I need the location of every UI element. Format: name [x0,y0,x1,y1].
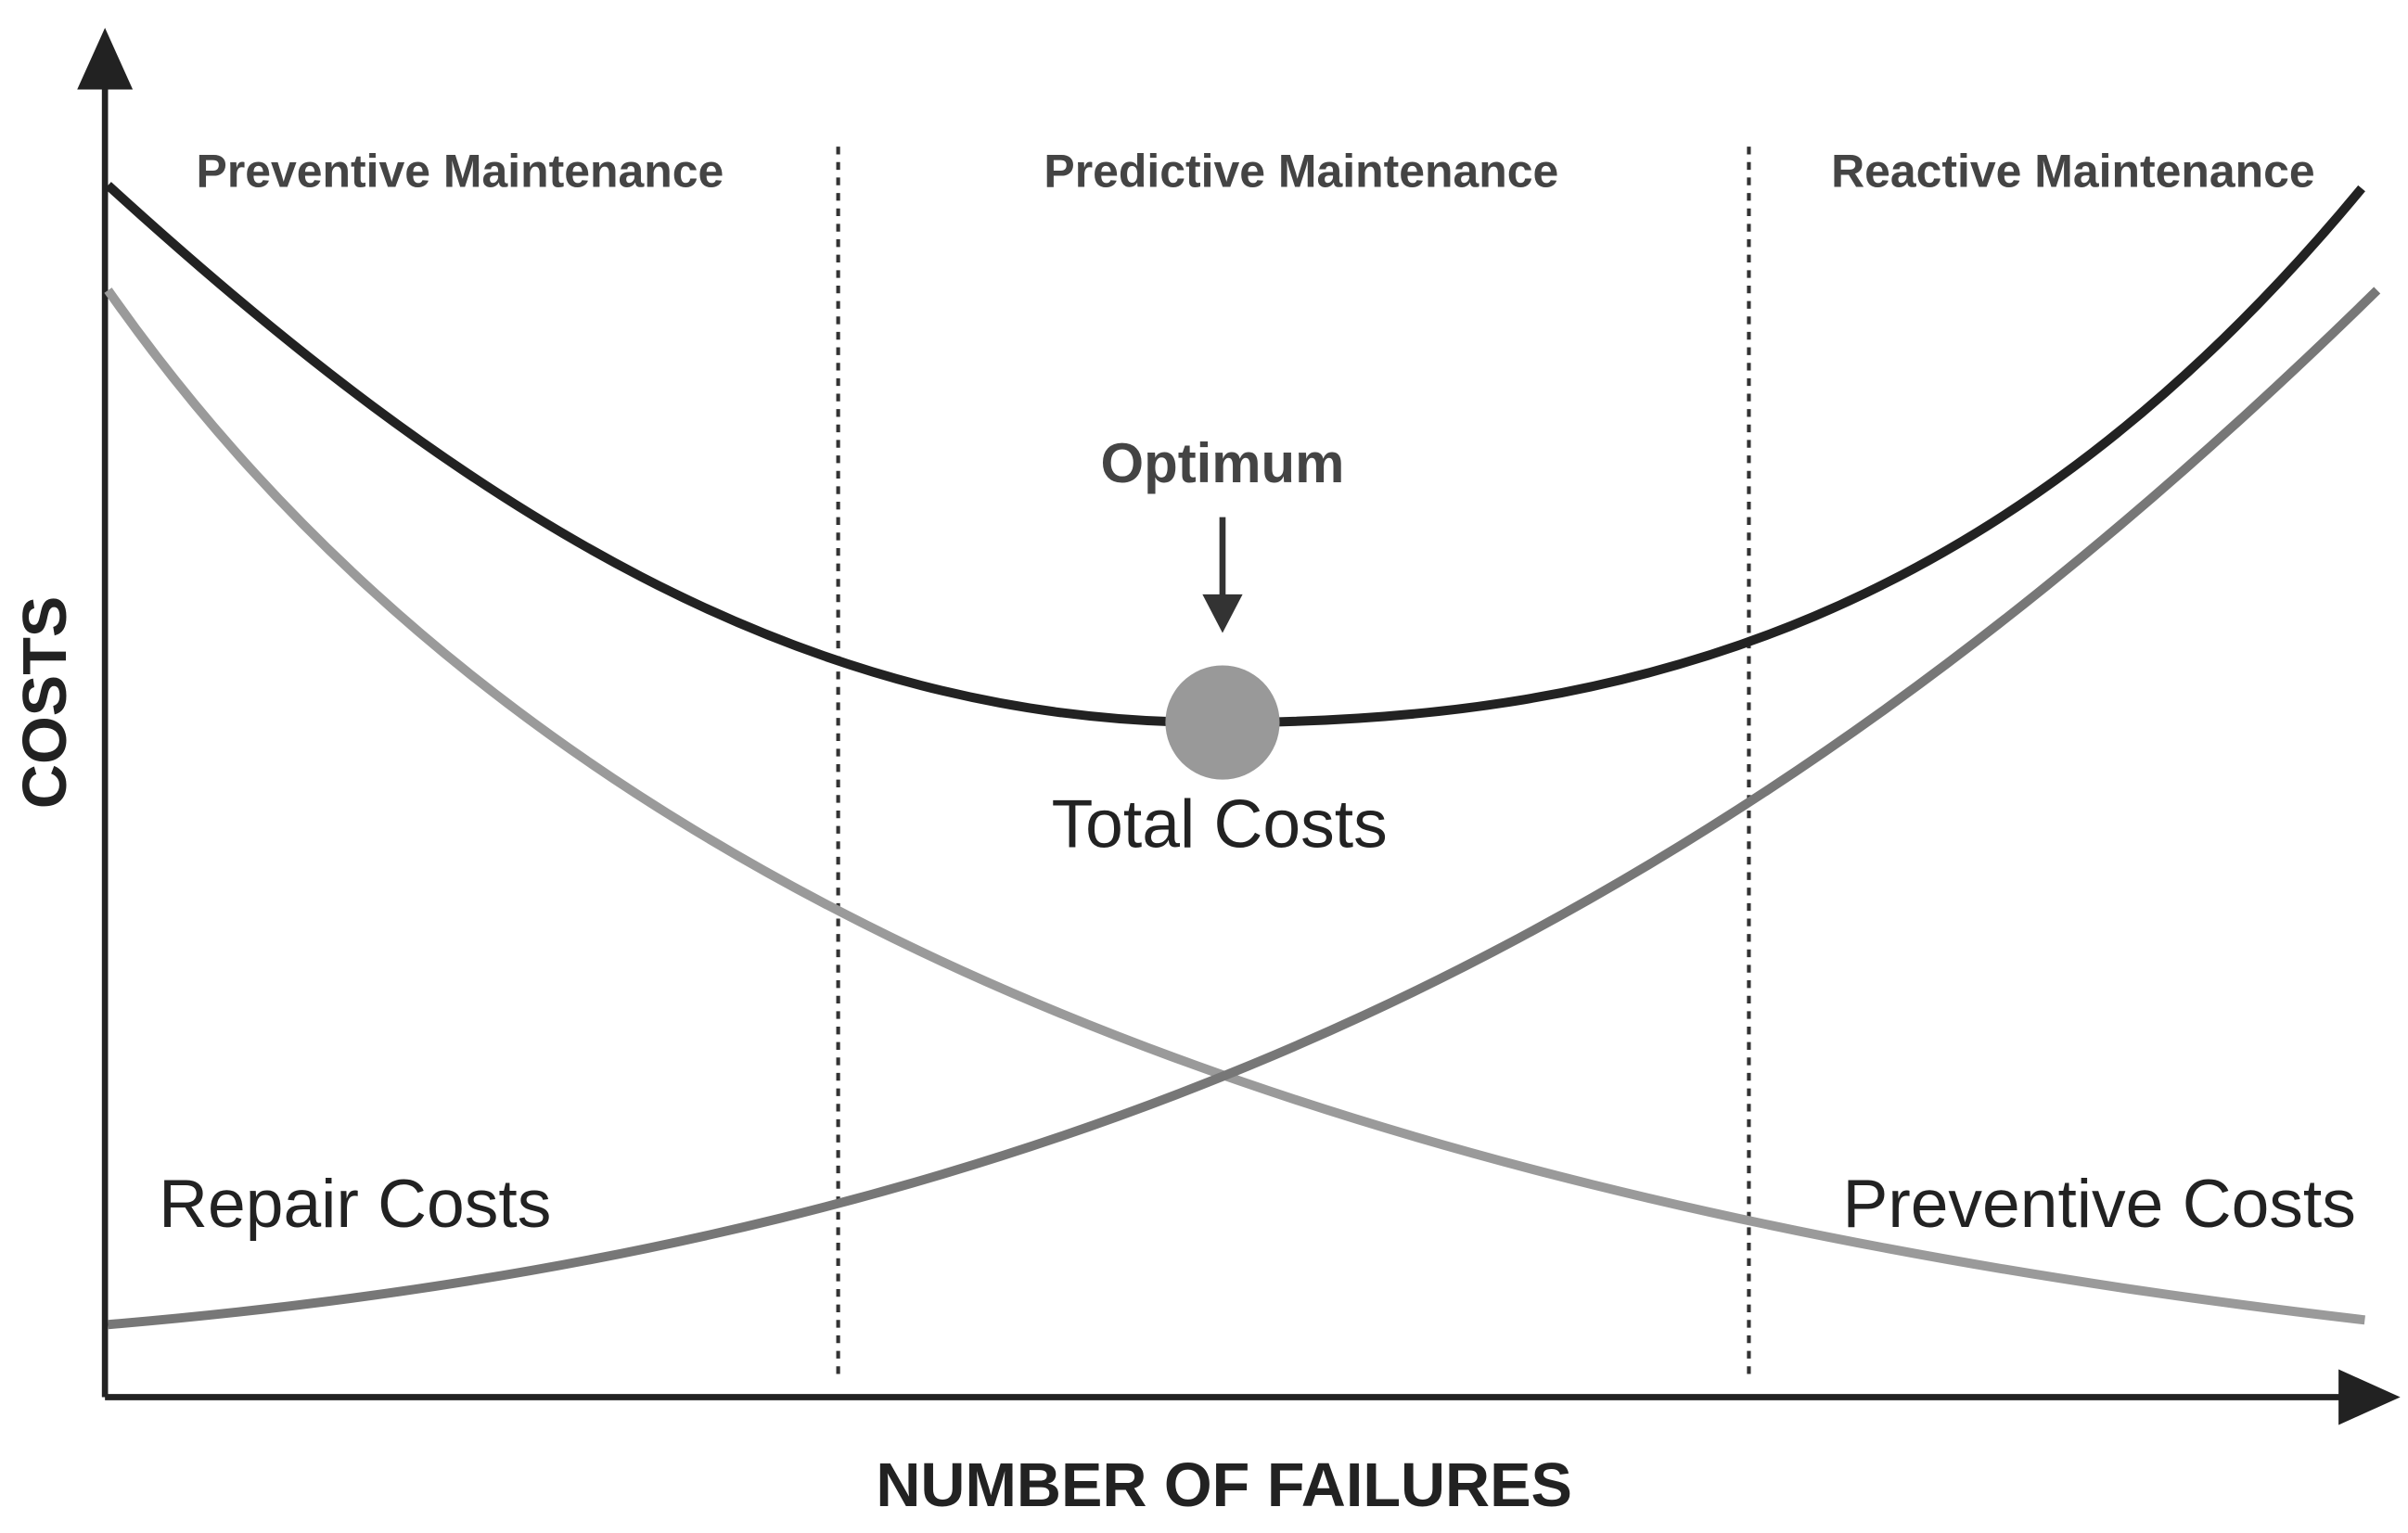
optimum-point [1165,665,1280,780]
axes [77,27,2401,1425]
x-axis-arrow [2338,1369,2401,1425]
zone-label: Reactive Maintenance [1831,145,2315,197]
x-axis-label: NUMBER OF FAILURES [876,1451,1572,1520]
zone-label: Preventive Maintenance [197,145,724,197]
optimum-arrowhead [1202,594,1243,633]
preventive-costs-curve [104,287,2365,1325]
repair-costs-label: Repair Costs [159,1166,551,1242]
y-axis-label: COSTS [11,596,80,809]
preventive-costs-label: Preventive Costs [1843,1166,2356,1242]
zone-label: Predictive Maintenance [1044,145,1558,197]
y-axis-arrow [77,27,134,90]
optimum-label: Optimum [1101,432,1345,494]
repair-costs-curve [108,287,2381,1330]
total-costs-label: Total Costs [1052,786,1388,862]
